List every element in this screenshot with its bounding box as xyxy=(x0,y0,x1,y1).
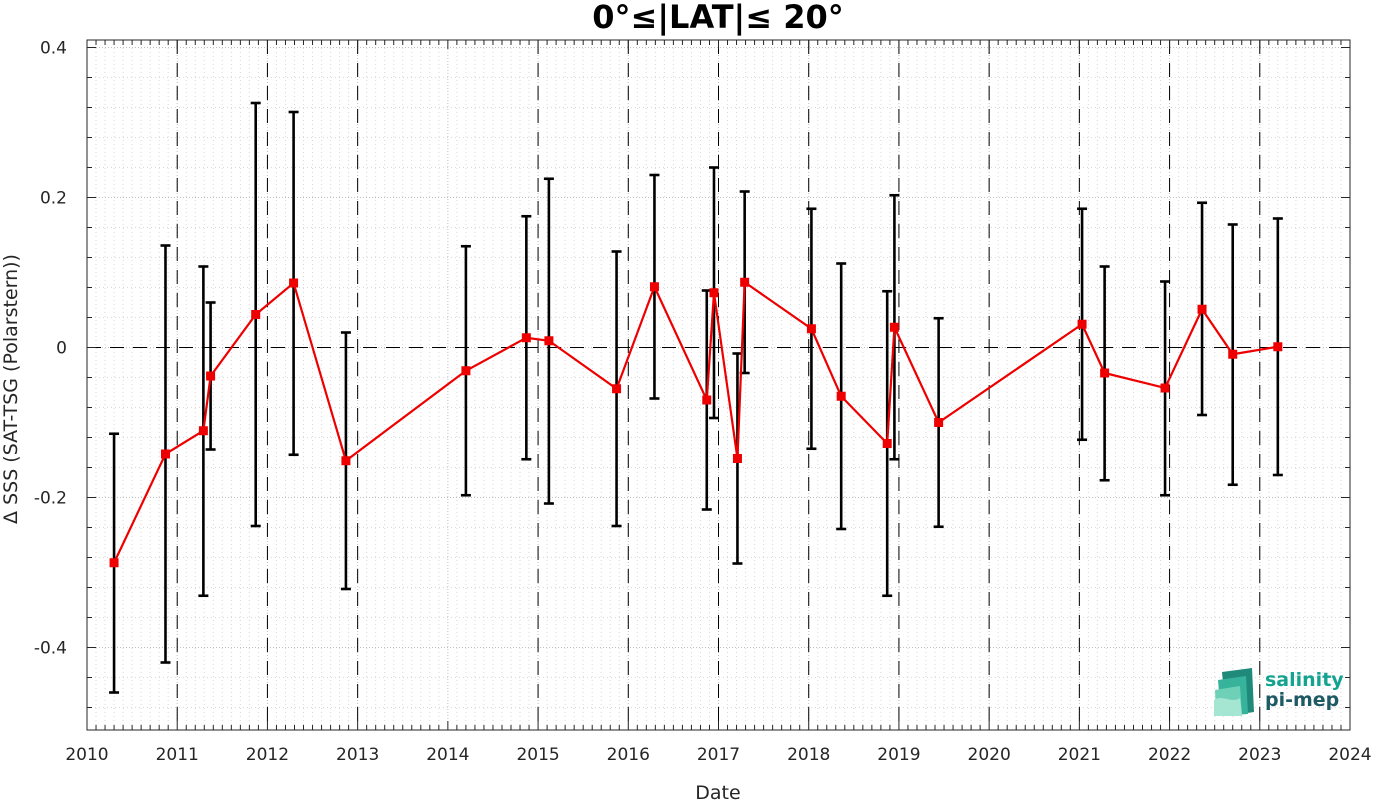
salinity-pi-mep-logo: salinity pi-mep xyxy=(1214,668,1344,716)
data-point-marker xyxy=(1273,342,1283,352)
logo-line1: salinity xyxy=(1265,669,1344,691)
data-point-marker xyxy=(160,449,170,459)
x-tick-label: 2014 xyxy=(426,745,469,765)
data-point-marker xyxy=(889,322,899,332)
data-point-marker xyxy=(206,371,216,381)
data-point-marker xyxy=(109,558,119,568)
data-point-marker xyxy=(544,336,554,346)
data-point-marker xyxy=(702,395,712,405)
x-tick-label: 2015 xyxy=(516,745,559,765)
year-boundary-lines xyxy=(176,40,1261,730)
x-axis-label: Date xyxy=(695,782,740,801)
x-tick-label: 2016 xyxy=(607,745,650,765)
x-tick-label: 2020 xyxy=(968,745,1011,765)
logo-line2: pi-mep xyxy=(1265,689,1339,711)
data-point-marker xyxy=(732,454,742,463)
x-tick-labels: 2010 2011 2012 2013 2014 2015 2016 2017 2018 2019… xyxy=(65,745,1371,765)
data-point-marker xyxy=(709,288,719,298)
data-point-marker xyxy=(836,391,846,401)
data-point-marker xyxy=(934,418,944,427)
y-tick-label: -0.4 xyxy=(34,639,67,659)
y-tick-labels: 0.4 0.2 0 -0.2 -0.4 xyxy=(34,39,67,659)
x-tick-label: 2018 xyxy=(787,745,830,765)
wave-icon xyxy=(1214,668,1254,716)
y-tick-label: -0.2 xyxy=(34,489,67,509)
data-point-marker xyxy=(1197,304,1207,314)
x-tick-label: 2023 xyxy=(1238,745,1281,765)
data-point-marker xyxy=(806,324,816,334)
x-tick-label: 2019 xyxy=(877,745,920,765)
data-point-marker xyxy=(882,439,892,448)
y-axis-label: Δ SSS (SAT-TSG (Polarstern)) xyxy=(0,254,22,524)
data-point-marker xyxy=(740,277,750,287)
y-tick-label: 0.2 xyxy=(40,189,67,209)
tick-marks xyxy=(86,40,1351,730)
chart-title: 0°≤|LAT|≤ 20° xyxy=(592,0,843,37)
data-point-marker xyxy=(289,278,299,288)
data-point-marker xyxy=(341,456,351,466)
x-tick-label: 2022 xyxy=(1148,745,1191,765)
x-tick-label: 2013 xyxy=(336,745,379,765)
data-point-marker xyxy=(1077,319,1087,329)
data-point-marker xyxy=(251,310,261,319)
data-point-marker xyxy=(521,333,531,343)
x-tick-label: 2024 xyxy=(1328,745,1371,765)
x-tick-label: 2010 xyxy=(65,745,108,765)
y-tick-label: 0.4 xyxy=(40,39,67,59)
data-point-marker xyxy=(1100,368,1110,378)
x-tick-label: 2011 xyxy=(156,745,199,765)
data-point-marker xyxy=(612,384,622,394)
y-tick-label: 0 xyxy=(56,339,67,359)
data-point-marker xyxy=(1160,383,1170,393)
data-point-marker xyxy=(1228,349,1238,359)
x-tick-label: 2017 xyxy=(697,745,740,765)
x-tick-label: 2012 xyxy=(246,745,289,765)
data-point-marker xyxy=(461,366,471,376)
x-tick-label: 2021 xyxy=(1058,745,1101,765)
data-point-marker xyxy=(198,426,208,436)
data-point-marker xyxy=(649,282,659,292)
series-markers xyxy=(109,277,1283,568)
